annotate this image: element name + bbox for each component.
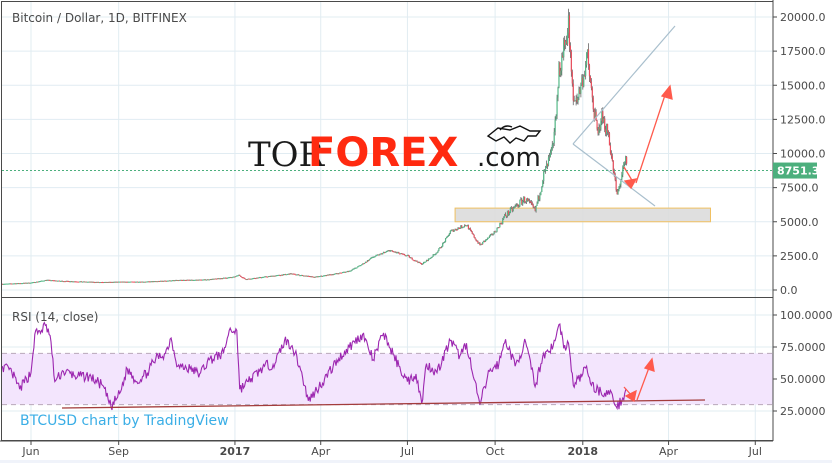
time-tick-label: Apr (311, 445, 331, 458)
time-tick-label: Jun (21, 445, 39, 458)
price-tick-label: 12500.0 (780, 113, 826, 126)
rsi-arrows (623, 357, 655, 403)
triangle-lower-line (572, 143, 656, 207)
price-tick-label: 0.0 (780, 284, 798, 297)
rsi-arrow-up-line (636, 364, 651, 401)
time-tick-label: Sep (108, 445, 129, 458)
logo-forex: FOREX (308, 130, 458, 176)
time-tick-label: Oct (486, 445, 506, 458)
rsi-trendline (61, 399, 706, 409)
price-tick-label: 10000.0 (780, 148, 826, 161)
logo-com: .com (477, 143, 541, 173)
support-zone (454, 207, 711, 223)
price-arrows (623, 84, 673, 190)
price-tick-label: 5000.0 (780, 216, 819, 229)
price-tick-label: 7500.0 (780, 182, 819, 195)
candles (1, 8, 628, 285)
time-tick-label: Jul (400, 445, 414, 458)
chart-title: Bitcoin / Dollar, 1D, BITFINEX (12, 11, 187, 25)
arrow-up-line (635, 91, 667, 184)
rsi-arrow-down-head (624, 389, 637, 403)
rsi-tick-label: 25.0000 (780, 405, 826, 418)
last-price-label: 8751.3 (773, 162, 819, 179)
rsi-title: RSI (14, close) (12, 310, 98, 324)
time-tick-label: Apr (659, 445, 679, 458)
price-tick-label: 17500.0 (780, 45, 826, 58)
rsi-axis[interactable]: 25.0000 50.0000 75.0000 100.0000 (773, 309, 832, 418)
price-axis[interactable]: 0.0 2500.0 5000.0 7500.0 10000.0 12500.0 15000… (773, 11, 826, 297)
rsi-tick-label: 50.0000 (780, 373, 826, 386)
price-tick-label: 20000.0 (780, 11, 826, 24)
rsi-line (1, 321, 627, 411)
logo-tor: TOR (248, 135, 326, 175)
arrow-up-head (660, 84, 673, 100)
triangle-upper-line (572, 25, 676, 145)
rsi-arrow-up-head (643, 357, 655, 372)
triangle-pattern (572, 25, 676, 207)
time-tick-label: 2018 (567, 445, 598, 458)
bull-icon (486, 125, 542, 144)
arrow-down-head (623, 178, 638, 190)
time-tick-label: Jul (748, 445, 762, 458)
last-price-badge (773, 162, 817, 179)
footer-strip (0, 460, 832, 463)
time-axis[interactable]: Jun Sep 2017 Apr Jul Oct 2018 Apr Jul (21, 441, 762, 458)
price-tick-label: 15000.0 (780, 79, 826, 92)
price-tick-label: 2500.0 (780, 250, 819, 263)
rsi-tick-label: 100.0000 (780, 309, 832, 322)
torforex-logo: TOR FOREX .com (248, 125, 542, 176)
rsi-tick-label: 75.0000 (780, 341, 826, 354)
time-tick-label: 2017 (220, 445, 251, 458)
tradingview-watermark[interactable]: BTCUSD chart by TradingView (20, 413, 229, 429)
last-price-value: 8751.3 (777, 165, 819, 178)
